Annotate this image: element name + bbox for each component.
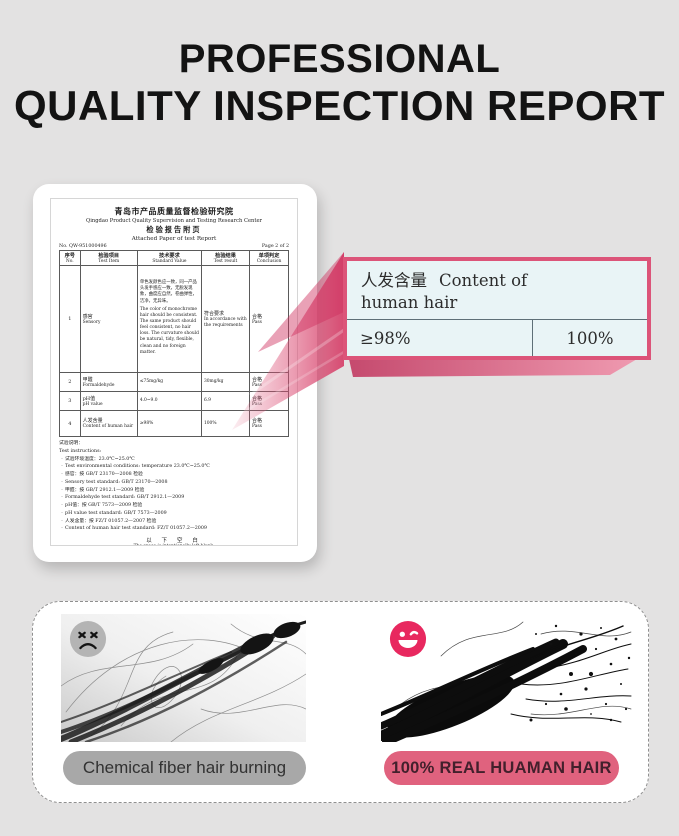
report-header-cn: 青岛市产品质量监督检验研究院 [114, 206, 234, 216]
instruction-item: · 试验环境温度：23.0℃~25.0℃ [61, 456, 135, 462]
callout-title: 人发含量 Content of human hair [361, 271, 528, 313]
col-standard-value: 技术要求 Standard Value [136, 250, 202, 266]
blank-space-note: 以 下 空 白 The space is intentionally left … [134, 538, 215, 545]
instruction-item: · pH值：按 GB/T 7573—2009 检验 [61, 503, 143, 509]
callout-test-result: 100% [566, 328, 614, 348]
page-title: PROFESSIONAL QUALITY INSPECTION REPORT [0, 36, 679, 130]
chemical-fiber-label: Chemical fiber hair burning [63, 751, 306, 785]
chemical-fiber-burn-photo [61, 614, 306, 743]
page-number: Page 2 of 2 [261, 244, 289, 249]
callout-box: 人发含量 Content of human hair ≥98% 100% [343, 257, 651, 360]
table-row: 2 甲醛 Formaldehyde ≤75mg/kg 30mg/kg 合格 Pass [59, 372, 289, 392]
instruction-item: · pH value test standard: GB/T 7573—2009 [61, 510, 167, 516]
inspection-table: 序号 No. 检验项目 Test Item 技术要求 Standard Value 检… [59, 250, 289, 437]
callout-values: ≥98% 100% [347, 319, 647, 356]
table-row: 4 人发含量 Content of human hair ≥98% 100% 合格… [59, 410, 289, 437]
report-meta: No. QW-951000496 Page 2 of 2 [59, 244, 289, 249]
report-card: 青岛市产品质量监督检验研究院 Qingdao Product Quality S… [33, 184, 317, 562]
instruction-item: · Sensory test standard: GB/T 23170—2008 [61, 479, 168, 485]
col-test-item: 检验项目 Test Item [79, 250, 138, 266]
test-instructions: 试验说明： Test instructions: · 试验环境温度：23.0℃~2… [59, 440, 289, 533]
real-hair-label: 100% REAL HUAMAN HAIR [384, 751, 619, 785]
title-line-1: PROFESSIONAL [178, 37, 501, 81]
report-subheader-en: Attached Paper of test Report [131, 236, 217, 242]
instruction-item: · 甲醛：按 GB/T 2912.1—2009 检验 [61, 487, 145, 493]
instructions-heading-en: Test instructions: [59, 448, 102, 454]
sad-face-icon [69, 620, 107, 658]
table-header-row: 序号 No. 检验项目 Test Item 技术要求 Standard Value 检… [59, 250, 289, 266]
instruction-item: · 人发含量：按 FZ/T 01057.2—2007 检验 [61, 518, 157, 524]
comparison-card: Chemical fiber hair burning [32, 601, 649, 803]
col-no: 序号 No. [59, 250, 81, 266]
doc-number: No. QW-951000496 [59, 244, 107, 249]
instruction-item: · Test environmental conditions: temperat… [61, 464, 210, 470]
report-subheader-cn: 检验报告附页 [146, 225, 202, 234]
col-test-result: 检验结果 Test result [200, 250, 251, 266]
report-header-en: Qingdao Product Quality Supervision and … [85, 218, 263, 224]
title-line-2: QUALITY INSPECTION REPORT [13, 82, 666, 129]
instructions-heading-cn: 试验说明： [59, 441, 83, 446]
instruction-item: · Formaldehyde test standard: GB/T 2912.1… [61, 495, 185, 501]
real-hair-burn-photo [381, 614, 634, 743]
happy-face-icon [389, 620, 427, 658]
instruction-item: · Content of human hair test standard: FZ… [61, 526, 207, 532]
table-row: 1 感官 Sensory 单色发颜色应一致，同一产品头发手感应一致，无脱发现象，曲… [59, 265, 289, 373]
report-paper: 青岛市产品质量监督检验研究院 Qingdao Product Quality S… [50, 198, 298, 546]
table-row: 3 pH值 pH value 4.0~9.0 6.9 合格 Pass [59, 391, 289, 411]
col-conclusion: 单项判定 Conclusion [249, 250, 289, 266]
callout-standard-value: ≥98% [347, 320, 533, 356]
instruction-item: · 感官：按 GB/T 23170—2008 检验 [61, 472, 143, 478]
